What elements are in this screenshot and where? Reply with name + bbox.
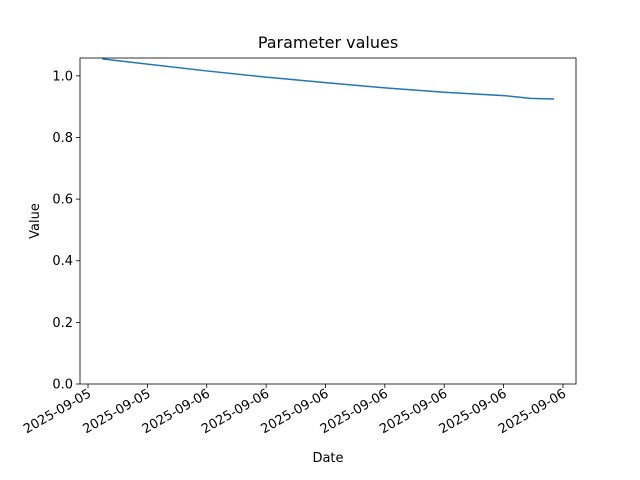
y-tick-label: 0.2: [52, 316, 73, 331]
y-tick-label: 0.4: [52, 254, 73, 269]
chart-title: Parameter values: [258, 33, 398, 52]
x-axis-label: Date: [312, 451, 343, 466]
y-tick-label: 0.8: [52, 131, 73, 146]
plot-frame: [79, 57, 577, 385]
line-series: [102, 58, 555, 100]
y-tick-label: 1.0: [52, 69, 73, 84]
y-axis-label: Value: [28, 203, 43, 239]
y-tick-label: 0.6: [52, 193, 73, 208]
y-tick-label: 0.0: [52, 378, 73, 393]
